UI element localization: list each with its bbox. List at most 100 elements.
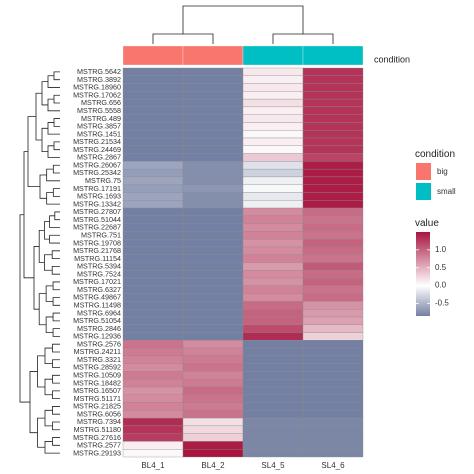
heatmap-cell [242,410,304,419]
dendrogram-branch [38,230,45,263]
heatmap-cell [242,394,304,403]
heatmap-cell [182,98,244,108]
heatmap-cell [182,394,244,403]
row-label: MSTRG.17062 [73,90,121,99]
heatmap-cell [122,207,184,216]
heatmap-cell [182,425,244,434]
row-label: MSTRG.6964 [77,308,121,317]
heatmap-cell [122,355,184,364]
dendrogram-branch [49,234,60,244]
row-label: MSTRG.26067 [73,160,121,169]
heatmap-cell [182,285,244,294]
heatmap-cell [122,301,184,310]
row-label: MSTRG.24211 [74,347,121,356]
heatmap-cell [302,270,364,279]
heatmap-cell [242,293,304,302]
heatmap-cell [302,161,364,170]
dendrogram-branch [152,33,214,44]
heatmap-cell [122,192,184,201]
heatmap-cell [302,176,364,185]
row-label: MSTRG.656 [81,98,121,107]
heatmap-cell [182,246,244,255]
row-label: MSTRG.2577 [77,441,121,450]
heatmap-cell [182,192,244,201]
heatmap-cell [242,441,304,450]
heatmap-cell [182,410,244,419]
heatmap-cell [302,223,364,232]
heatmap-cell [242,386,304,395]
heatmap-cell [302,137,364,146]
row-label: MSTRG.11498 [74,300,121,309]
heatmap-cell [242,402,304,411]
dendrogram-branch [33,246,40,310]
heatmap-cell [302,449,364,458]
row-labels: MSTRG.5642MSTRG.3892MSTRG.18960MSTRG.170… [73,67,121,457]
heatmap-cell [182,130,244,139]
row-label: MSTRG.12936 [73,332,121,341]
heatmap-cell [242,254,304,263]
dendrogram-branch [52,437,60,446]
heatmap-cell [302,417,364,427]
legend-label: big [437,167,448,176]
row-label: MSTRG.29193 [73,448,121,457]
row-label: MSTRG.11154 [74,254,121,263]
column-label: SL4_6 [321,461,345,470]
heatmap-cell [302,91,364,100]
heatmap-cell [122,215,184,224]
heatmap-cell [242,75,304,84]
dendrogram-branch [53,71,60,81]
heatmap-cell [302,262,364,271]
heatmap-cell [242,379,304,388]
heatmap-cell [122,200,184,209]
heatmap-cell [302,402,364,411]
row-label: MSTRG.17021 [73,277,121,286]
heatmap-cell [242,192,304,201]
dendrogram-branch [45,285,54,302]
heatmap-cell [122,238,184,248]
row-label: MSTRG.28592 [73,363,121,372]
dendrogram-branch [38,293,47,326]
heatmap-cell [182,293,244,302]
heatmap-cell [182,363,244,372]
row-label: MSTRG.51054 [73,316,121,325]
row-label: MSTRG.6056 [77,409,121,418]
heatmap-cell [122,363,184,372]
row-label: MSTRG.51180 [74,425,121,434]
dendrogram-branch [44,347,53,365]
heatmap-cell [302,145,364,154]
row-label: MSTRG.19708 [73,238,121,247]
heatmap-cell [182,316,244,325]
dendrogram-branch [52,390,60,400]
heatmap-cell [122,270,184,279]
heatmap-cell [122,316,184,325]
row-label: MSTRG.24469 [73,145,121,154]
row-label: MSTRG.3892 [77,75,121,84]
dendrogram-branch [51,265,60,275]
dendrogram-branch [44,221,50,240]
row-label: MSTRG.27807 [73,207,121,216]
heatmap-cell [302,410,364,419]
dendrogram-branch [44,409,53,427]
heatmap-cell [122,137,184,146]
heatmap-cell [182,231,244,240]
row-label: MSTRG.5394 [77,262,121,271]
column-labels: BL4_1 BL4_2 SL4_5 SL4_6 [141,461,345,470]
heatmap-cell [242,355,304,364]
heatmap-cell [242,161,304,170]
row-dendrogram [19,71,60,454]
heatmap-cell [242,246,304,255]
row-label: MSTRG.49867 [73,293,121,302]
heatmap-cell [302,425,364,434]
heatmap-cell [242,98,304,108]
heatmap-cell [182,184,244,193]
heatmap-cell [242,176,304,185]
heatmap-cell [242,200,304,209]
legend-swatch [416,183,431,200]
heatmap-cell [122,145,184,154]
heatmap-cell [182,355,244,364]
heatmap-cell [302,347,364,357]
heatmap-cell [302,332,364,341]
heatmap-cell [182,83,244,92]
heatmap-cell [242,433,304,442]
heatmap-cell [182,340,244,349]
